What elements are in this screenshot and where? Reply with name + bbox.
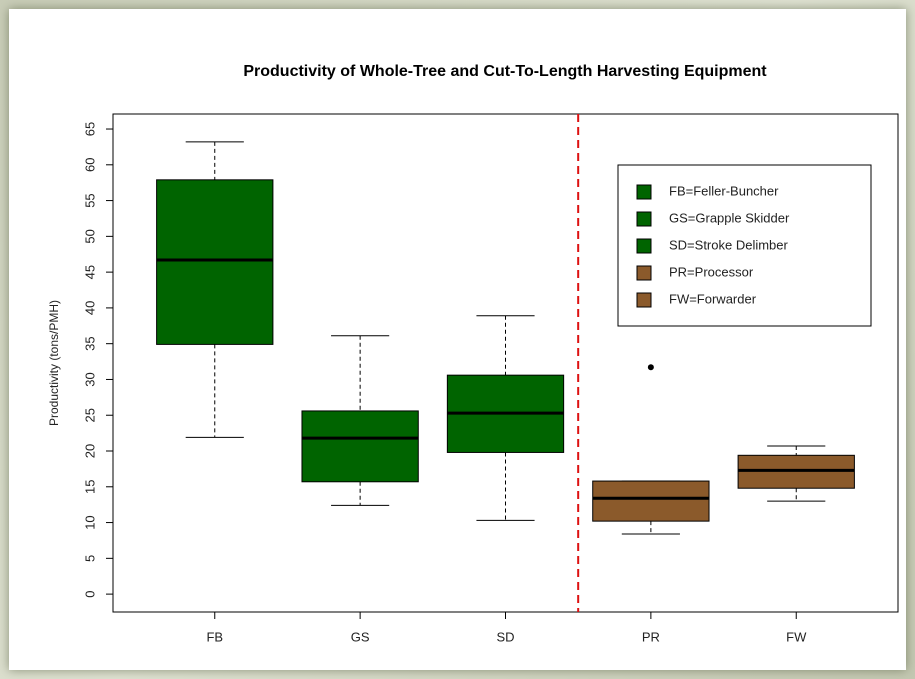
y-tick-label: 55	[82, 193, 97, 207]
y-tick-label: 50	[82, 229, 97, 243]
chart-title: Productivity of Whole-Tree and Cut-To-Le…	[243, 63, 767, 80]
y-tick-label: 40	[82, 301, 97, 315]
x-tick-label: GS	[351, 629, 370, 644]
legend-label: SD=Stroke Delimber	[669, 237, 789, 252]
y-tick-label: 35	[82, 336, 97, 350]
legend-label: FB=Feller-Buncher	[669, 183, 779, 198]
y-tick-label: 0	[82, 590, 97, 597]
legend-swatch	[636, 292, 652, 308]
x-tick-label: SD	[496, 629, 514, 644]
x-tick-label: FB	[206, 629, 223, 644]
y-axis-label: Productivity (tons/PMH)	[47, 300, 61, 426]
y-tick-label: 5	[82, 555, 97, 562]
legend-swatch	[636, 184, 652, 200]
legend-label: PR=Processor	[669, 264, 754, 279]
legend-frame	[617, 164, 872, 327]
box	[301, 410, 419, 483]
y-tick-label: 60	[82, 158, 97, 172]
legend-swatch	[636, 211, 652, 227]
legend-label: FW=Forwarder	[669, 291, 757, 306]
x-tick-label: FW	[786, 629, 807, 644]
box	[592, 480, 710, 522]
y-tick-label: 10	[82, 515, 97, 529]
y-tick-label: 15	[82, 480, 97, 494]
legend-swatch	[636, 265, 652, 281]
y-tick-label: 30	[82, 372, 97, 386]
outlier	[647, 364, 654, 371]
y-tick-label: 45	[82, 265, 97, 279]
box	[156, 179, 274, 345]
y-tick-label: 20	[82, 444, 97, 458]
x-tick-label: PR	[642, 629, 660, 644]
y-tick-label: 65	[82, 122, 97, 136]
legend-label: GS=Grapple Skidder	[669, 210, 790, 225]
legend-swatch	[636, 238, 652, 254]
y-tick-label: 25	[82, 408, 97, 422]
